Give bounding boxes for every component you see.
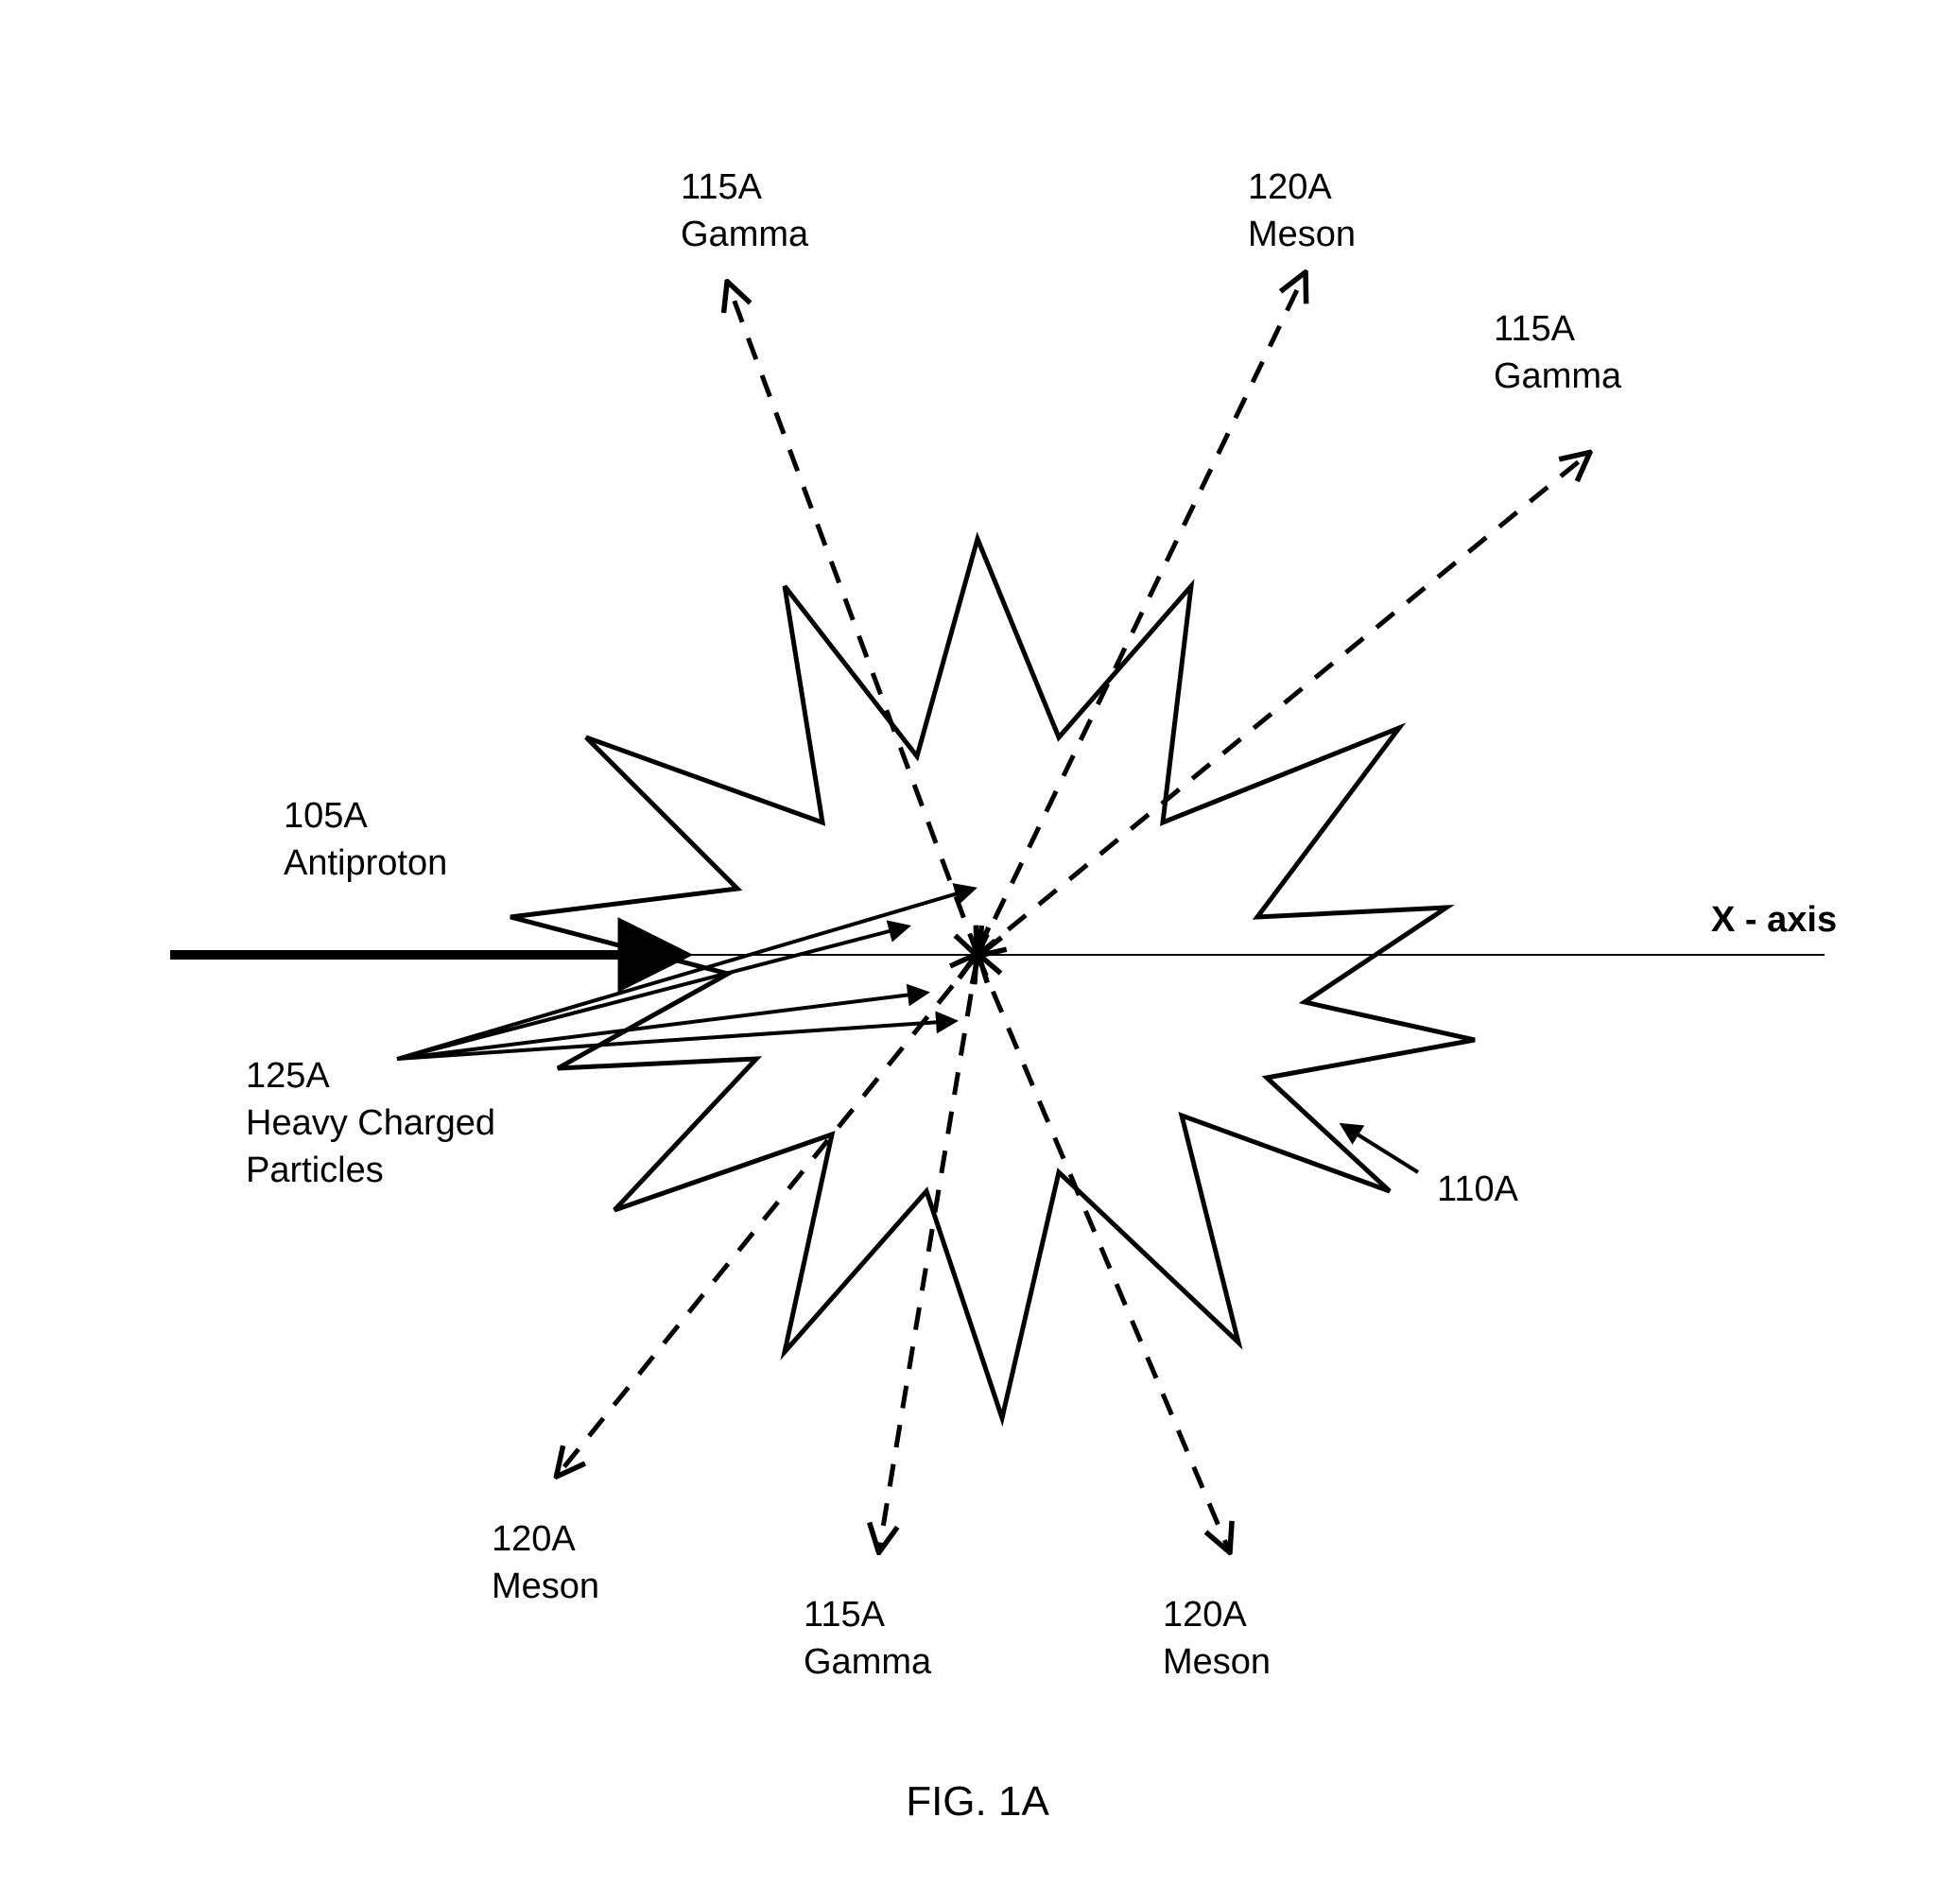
particle-name-label: Meson	[492, 1566, 599, 1606]
particle-name-label: Meson	[1248, 215, 1356, 254]
heavy-charged-name-label: Particles	[246, 1151, 384, 1190]
figure-caption: FIG. 1A	[906, 1778, 1049, 1825]
heavy-charged-name-label: Heavy Charged	[246, 1103, 495, 1143]
particle-arrow-gamma	[879, 955, 978, 1550]
heavy-charged-arrow	[397, 926, 908, 1059]
antiproton-name-label: Antiproton	[284, 843, 447, 883]
particle-id-label: 115A	[804, 1595, 886, 1635]
x-axis-label: X - axis	[1711, 900, 1837, 940]
heavy-charged-arrow	[397, 993, 926, 1059]
particle-name-label: Gamma	[804, 1642, 932, 1682]
antiproton-id-label: 105A	[284, 796, 368, 836]
heavy-charged-arrow	[397, 1021, 955, 1059]
particle-arrow-gamma	[728, 284, 978, 955]
starburst-shape	[510, 539, 1475, 1418]
particle-id-label: 120A	[1163, 1595, 1247, 1635]
particle-id-label: 115A	[1494, 309, 1576, 349]
particle-arrow-meson	[978, 274, 1305, 955]
particle-name-label: Gamma	[681, 215, 809, 254]
particle-id-label: 120A	[492, 1519, 576, 1559]
starburst-leader-line	[1342, 1125, 1418, 1172]
heavy-charged-id-label: 125A	[246, 1056, 330, 1096]
diagram-canvas: X - axis 110A 105A Antiproton 115A Gamma 120A M…	[0, 0, 1955, 1904]
heavy-charged-arrow	[397, 889, 974, 1059]
particle-name-label: Gamma	[1494, 356, 1622, 396]
particle-name-label: Meson	[1163, 1642, 1271, 1682]
particle-id-label: 115A	[681, 167, 763, 207]
particle-arrow-meson	[978, 955, 1229, 1550]
starburst-id-label: 110A	[1437, 1169, 1519, 1209]
particle-id-label: 120A	[1248, 167, 1332, 207]
